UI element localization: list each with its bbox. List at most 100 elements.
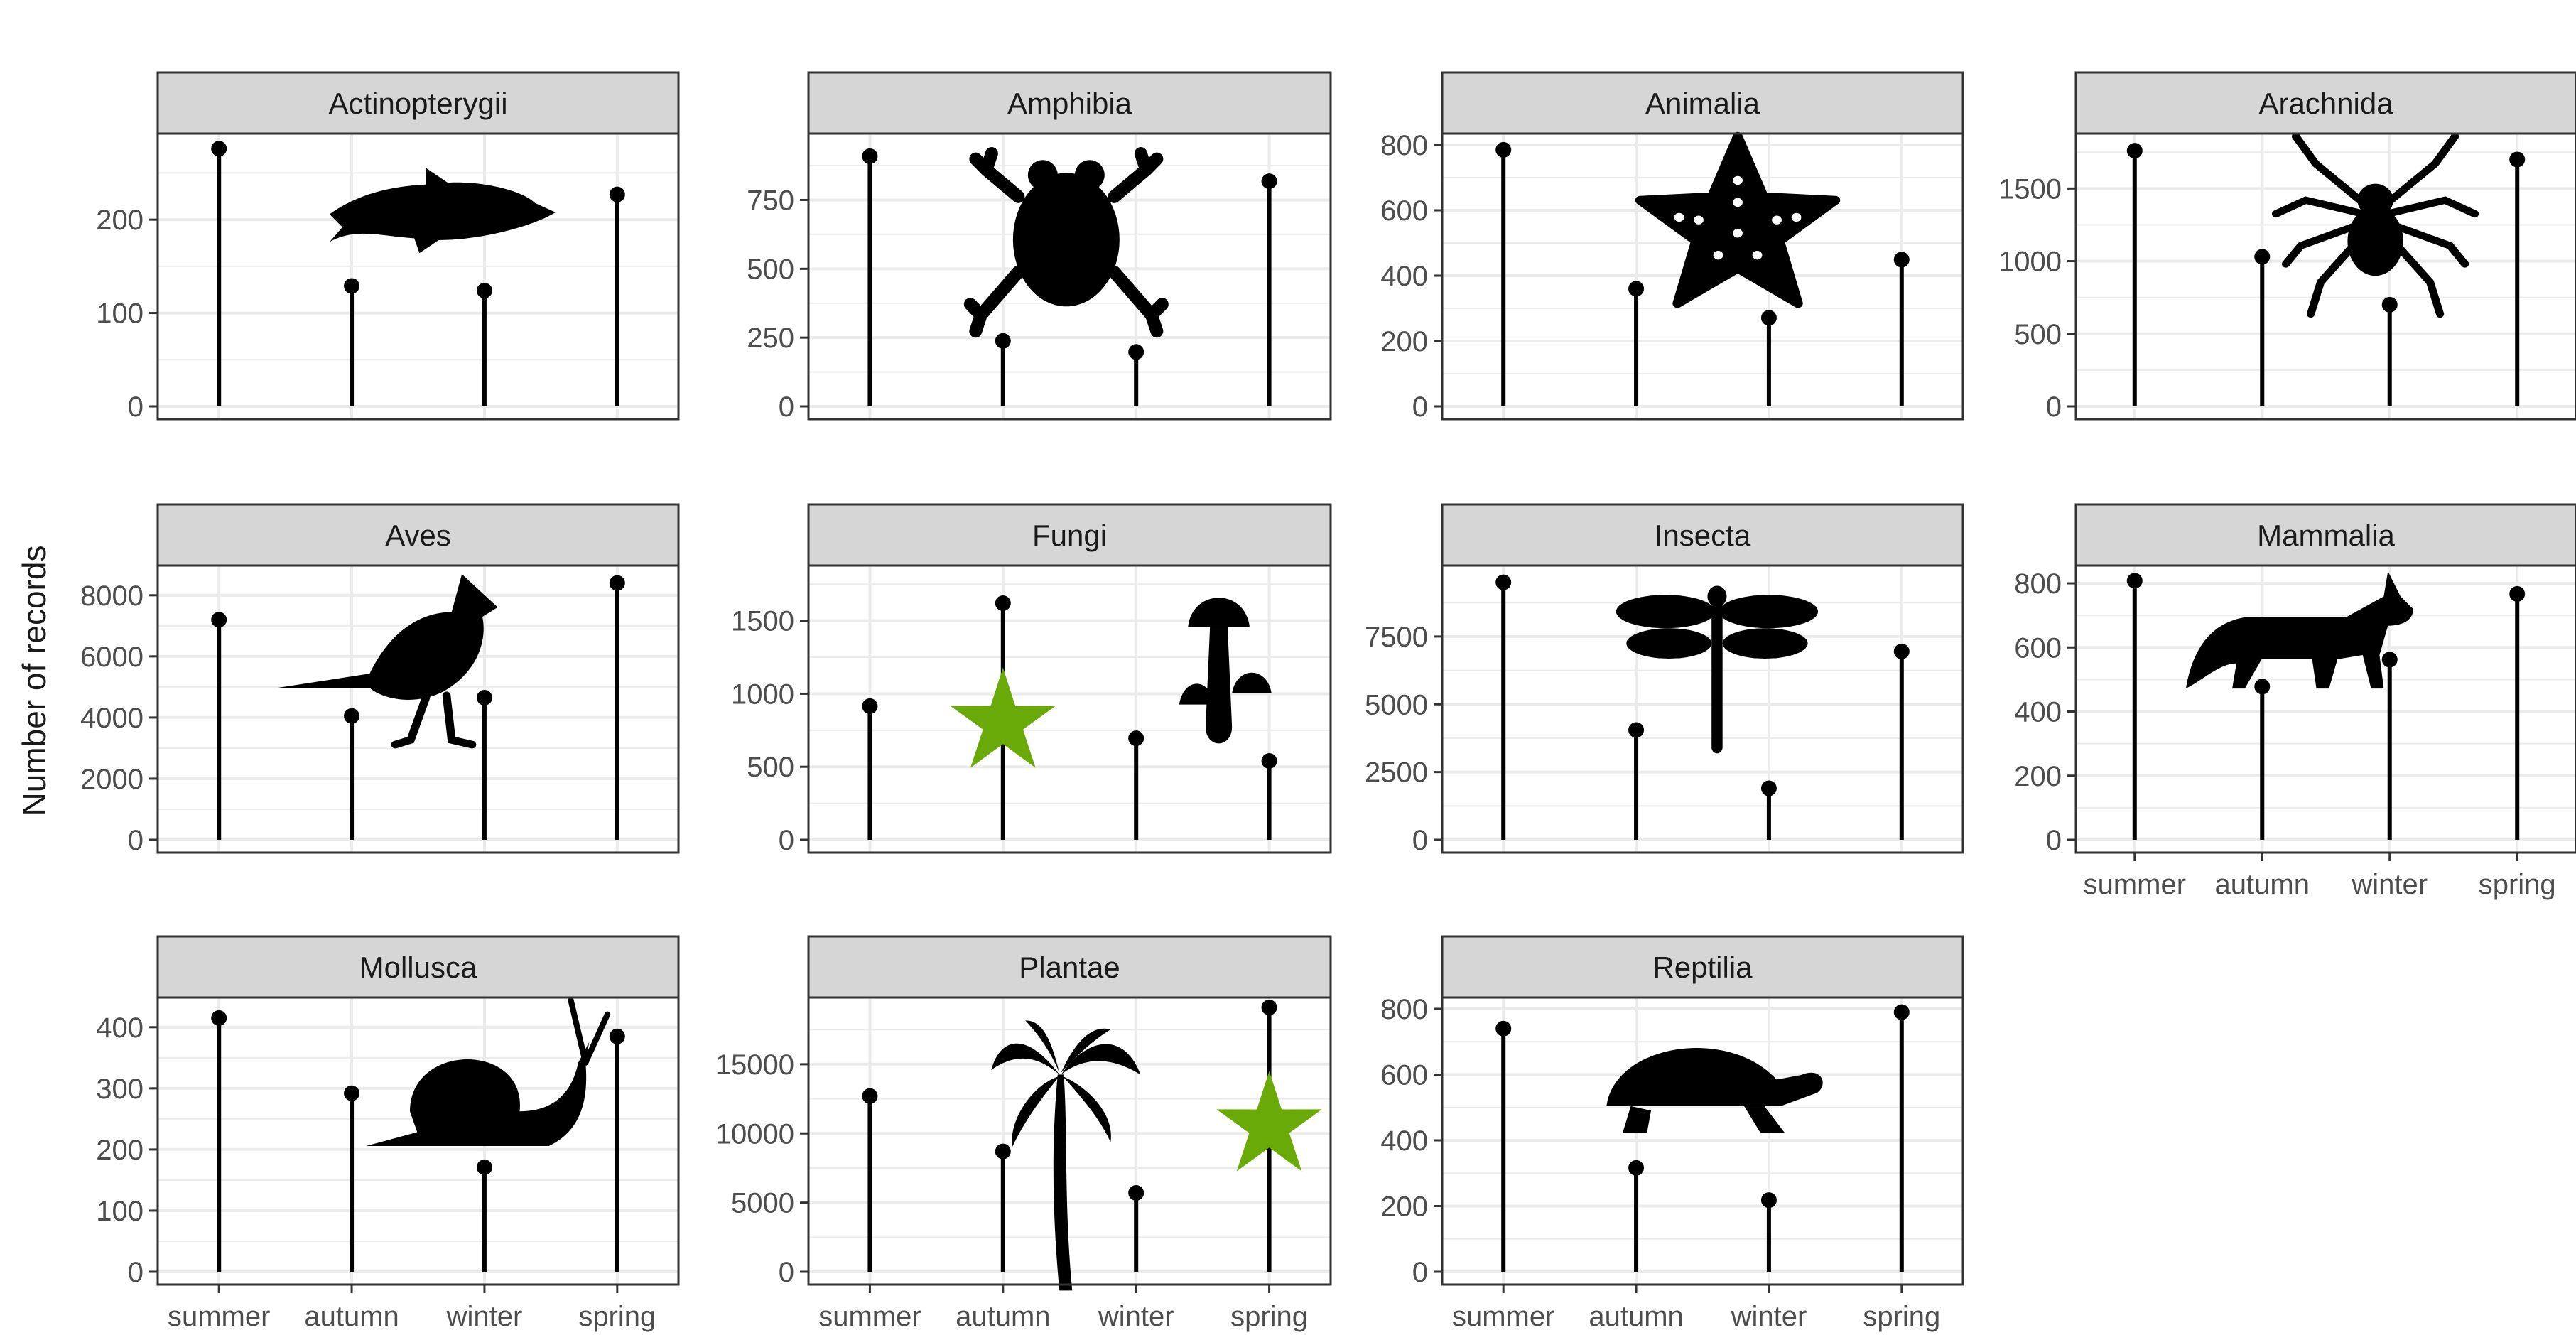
lollipop-point <box>211 612 227 628</box>
facet-strip <box>807 71 1332 135</box>
dragonfly-wing <box>1722 628 1808 659</box>
y-tick-label: 200 <box>2014 761 2062 792</box>
panel-animalia: Animalia 0 200 400 600 800 <box>1380 71 1964 423</box>
fish-body <box>329 168 556 254</box>
facet-title: Amphibia <box>1007 87 1132 120</box>
starfish-dot <box>1694 215 1704 225</box>
y-tick-label: 400 <box>2014 697 2062 728</box>
panel-border <box>156 996 680 1286</box>
lollipop-point <box>476 283 492 299</box>
y-tick-label: 1000 <box>1998 247 2062 278</box>
x-tick-label: winter <box>446 1301 523 1332</box>
facet-strip <box>156 935 680 999</box>
turtle-shell <box>1606 1047 1823 1106</box>
lollipop-point <box>344 278 360 294</box>
y-tick-label: 0 <box>128 1257 144 1288</box>
y-tick-label: 15000 <box>715 1049 794 1081</box>
y-tick-label: 0 <box>2046 391 2062 423</box>
plot-area <box>158 134 678 419</box>
x-tick-label: summer <box>168 1301 270 1332</box>
x-tick-label: autumn <box>1589 1301 1683 1332</box>
frog-icon <box>963 147 1169 338</box>
lollipop-point <box>1128 1185 1144 1201</box>
y-tick-label: 200 <box>96 1135 144 1166</box>
lollipop-point <box>1495 1020 1512 1037</box>
y-tick-label: 8000 <box>80 580 144 612</box>
y-tick-label: 600 <box>2014 632 2062 664</box>
y-tick-label: 1000 <box>731 679 794 710</box>
facet-title: Fungi <box>1032 519 1107 552</box>
lollipop-point <box>2254 249 2271 265</box>
y-tick-label: 200 <box>1380 326 1428 357</box>
y-tick-label: 400 <box>1380 261 1428 292</box>
facet-strip <box>807 503 1332 567</box>
facet-strip <box>1441 71 1964 135</box>
lollipop-point <box>609 1028 625 1044</box>
y-tick-label: 750 <box>747 185 794 216</box>
y-tick-label: 5000 <box>1365 689 1428 720</box>
y-tick-label: 800 <box>2014 568 2062 600</box>
lollipop-point <box>862 1088 878 1104</box>
starfish-dot <box>1733 175 1743 185</box>
facet-strip <box>156 71 680 135</box>
y-tick-label: 500 <box>747 254 794 285</box>
lollipop-point <box>1893 252 1910 268</box>
panel-mammalia: Mammalia 0 200 400 600 800 summer autumn winter s… <box>2014 503 2576 900</box>
facet-title: Reptilia <box>1652 951 1753 984</box>
lollipop-point <box>2254 679 2271 695</box>
starfish-body <box>1635 131 1841 308</box>
lollipop-point <box>2126 573 2143 589</box>
starfish-icon <box>1635 131 1841 308</box>
panel-insecta: Insecta 0 2500 5000 7500 <box>1365 503 1964 856</box>
highlight-star <box>950 667 1056 768</box>
lollipop-point <box>211 1010 227 1026</box>
lollipop-point <box>1760 780 1777 796</box>
y-tick-label: 250 <box>747 323 794 354</box>
lollipop-point <box>1128 730 1144 747</box>
turtle-icon <box>1606 1047 1823 1133</box>
dragonfly-icon <box>1616 585 1819 754</box>
lollipop-point <box>1760 1192 1777 1209</box>
x-tick-label: summer <box>818 1301 921 1332</box>
panel-actinopterygii: Actinopterygii 0 100 200 <box>96 71 680 423</box>
facet-title: Arachnida <box>2258 87 2393 120</box>
lollipop-point <box>1261 753 1277 769</box>
panel-arachnida: Arachnida 0 500 1000 1500 <box>1998 71 2576 423</box>
lollipop-point <box>862 698 878 714</box>
mushroom-icon <box>1179 598 1272 744</box>
lollipop-point <box>609 186 625 202</box>
x-tick-label: winter <box>1098 1301 1174 1332</box>
x-tick-label: spring <box>2479 869 2556 900</box>
facet-strip <box>2074 71 2576 135</box>
lollipop-point <box>2126 143 2143 159</box>
panel-amphibia: Amphibia 0 250 500 750 <box>747 71 1332 423</box>
dragonfly-wing <box>1719 595 1819 629</box>
panel-border <box>807 996 1332 1286</box>
facet-title: Mollusca <box>359 951 477 984</box>
frog-eye <box>1027 160 1058 190</box>
lollipop-point <box>862 148 878 164</box>
palm-fronds <box>991 1020 1141 1147</box>
starfish-dot <box>1713 250 1723 260</box>
y-tick-label: 500 <box>747 752 794 783</box>
panel-aves: Aves 0 2000 4000 6000 8000 <box>80 503 680 856</box>
frog-eye <box>1074 160 1105 190</box>
lollipop-point <box>1128 344 1144 360</box>
starfish-dot <box>1674 212 1684 222</box>
bird-body <box>277 574 498 700</box>
x-tick-label: spring <box>1230 1301 1308 1332</box>
lollipop-point <box>344 708 360 724</box>
facet-strip <box>156 503 680 567</box>
lollipop-point <box>211 141 227 157</box>
y-tick-label: 10000 <box>715 1118 794 1150</box>
y-tick-label: 6000 <box>80 642 144 673</box>
x-tick-label: autumn <box>956 1301 1050 1332</box>
lollipop-point <box>995 333 1011 349</box>
bird-icon <box>277 574 498 749</box>
lollipop-point <box>1893 1004 1910 1020</box>
y-tick-label: 0 <box>779 1257 794 1288</box>
y-tick-label: 500 <box>2014 319 2062 350</box>
facet-title: Mammalia <box>2257 519 2395 552</box>
y-tick-label: 2000 <box>80 764 144 795</box>
